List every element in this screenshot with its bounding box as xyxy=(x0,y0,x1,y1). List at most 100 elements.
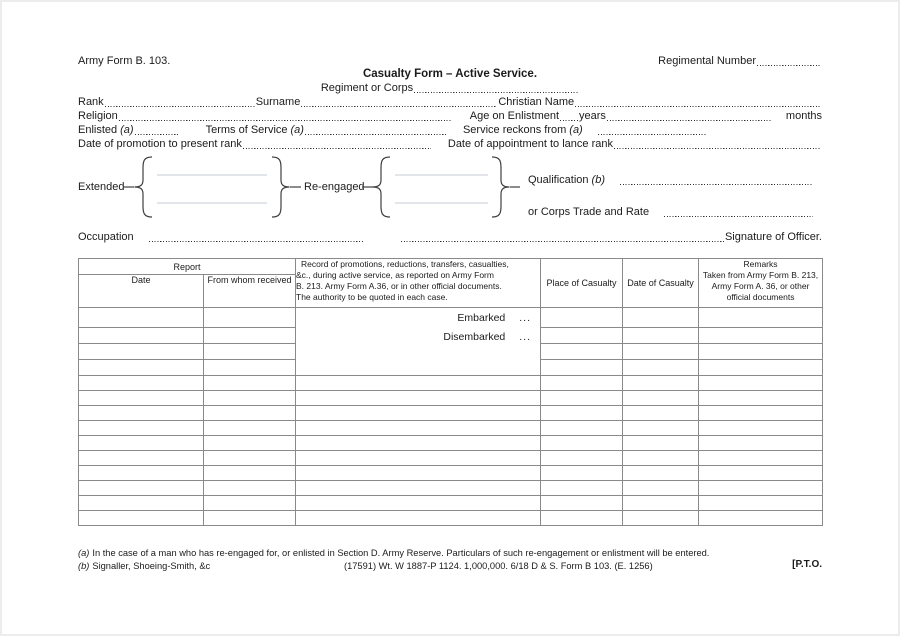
table-row xyxy=(78,420,824,436)
qualification-leader xyxy=(619,173,814,187)
place-of-casualty-header: Place of Casualty xyxy=(540,258,624,308)
corps-trade-field: or Corps Trade and Rate xyxy=(528,205,814,219)
embark-cell: Embarked ... Disembarked ... xyxy=(295,307,542,376)
disembarked-label: Disembarked xyxy=(443,331,506,343)
table-row xyxy=(78,495,824,511)
table-row xyxy=(78,465,824,481)
extended-brace-group xyxy=(123,156,301,218)
record-header-line: The authority to be quoted in each case. xyxy=(296,292,448,302)
table-row xyxy=(78,327,824,344)
terms-of-service-label: Terms of Service xyxy=(205,124,288,136)
age-leader xyxy=(559,109,579,123)
promotion-rank-label: Date of promotion to present rank xyxy=(78,138,242,150)
months-label: months xyxy=(785,110,822,122)
form-number: Army Form B. 103. xyxy=(78,55,171,67)
signature-leader xyxy=(400,230,725,244)
qualification-label: Qualification xyxy=(528,174,589,186)
table-row xyxy=(78,375,824,391)
religion-label: Religion xyxy=(78,110,118,122)
pto-label: [P.T.O. xyxy=(792,559,822,570)
years-leader xyxy=(606,109,772,123)
promotion-line: Date of promotion to present rank Date o… xyxy=(78,137,822,151)
date-of-casualty-header: Date of Casualty xyxy=(622,258,700,308)
marker-a: (a) xyxy=(78,548,90,558)
extended-label: Extended xyxy=(78,181,125,193)
remarks-header-line: official documents xyxy=(726,292,795,302)
corps-trade-label: or Corps Trade and Rate xyxy=(528,206,650,218)
years-label: years xyxy=(579,110,606,122)
regimental-number-leader xyxy=(756,54,822,68)
top-line: Army Form B. 103. Regimental Number xyxy=(78,54,822,68)
table-row xyxy=(78,405,824,421)
religion-line: Religion Age on Enlistment years months xyxy=(78,109,822,123)
table-row: Embarked ... Disembarked ... xyxy=(78,307,824,376)
occupation-field: Occupation xyxy=(78,230,365,244)
regiment-or-corps-label: Regiment or Corps xyxy=(320,82,414,94)
promotion-leader xyxy=(242,137,432,151)
remarks-header-line: Remarks xyxy=(743,259,778,269)
rank-line: Rank Surname Christian Name xyxy=(78,95,822,109)
embarked-dots: ... xyxy=(519,312,532,324)
surname-label: Surname xyxy=(255,96,301,108)
religion-leader xyxy=(118,109,452,123)
footnote-b: (b) Signaller, Shoeing-Smith, &c xyxy=(78,560,210,572)
marker-a: (a) xyxy=(290,124,304,136)
casualty-table: Report Record of promotions, reductions,… xyxy=(77,258,824,526)
date-column-header: Date xyxy=(78,274,204,308)
age-on-enlistment-label: Age on Enlistment xyxy=(469,110,560,122)
remarks-header-line: Army Form A. 36, or other xyxy=(711,281,810,291)
footnote-a-text: In the case of a man who has re-engaged … xyxy=(92,548,710,558)
from-whom-column-header: From whom received xyxy=(202,274,297,308)
table-row xyxy=(78,343,824,360)
lance-rank-label: Date of appointment to lance rank xyxy=(447,138,613,150)
marker-a: (a) xyxy=(569,124,583,136)
occupation-leader xyxy=(148,230,365,244)
print-imprint: (17591) Wt. W 1887-P 1124. 1,000,000. 6/… xyxy=(344,561,653,571)
table-row xyxy=(78,390,824,406)
marker-a: (a) xyxy=(120,124,134,136)
surname-leader xyxy=(300,95,498,109)
report-header: Report xyxy=(77,258,297,275)
footnote-b-text: Signaller, Shoeing-Smith, &c xyxy=(92,561,211,571)
corps-trade-leader xyxy=(663,205,814,219)
enlisted-leader xyxy=(134,123,180,137)
christian-name-label: Christian Name xyxy=(498,96,575,108)
record-header-line: Record of promotions, reductions, transf… xyxy=(301,259,509,269)
rank-leader xyxy=(104,95,256,109)
record-header-line: &c., during active service, as reported … xyxy=(296,270,494,280)
service-reckons-label: Service reckons from xyxy=(462,124,567,136)
record-column-header: Record of promotions, reductions, transf… xyxy=(295,258,542,308)
signature-field: Signature of Officer. xyxy=(400,230,822,244)
regiment-or-corps-field: Regiment or Corps xyxy=(78,81,822,95)
lance-rank-leader xyxy=(613,137,822,151)
terms-leader xyxy=(304,123,449,137)
service-reckons-leader xyxy=(597,123,707,137)
christian-name-leader xyxy=(574,95,822,109)
form-title: Casualty Form – Active Service. xyxy=(362,68,538,80)
remarks-column-header: Remarks Taken from Army Form B. 213, Arm… xyxy=(698,258,824,308)
remarks-header-line: Taken from Army Form B. 213, xyxy=(702,270,819,280)
occupation-label: Occupation xyxy=(78,231,134,243)
enlisted-label: Enlisted xyxy=(78,124,118,136)
signature-label: Signature of Officer. xyxy=(724,231,822,243)
regiment-or-corps-leader xyxy=(413,81,579,95)
re-engaged-brace-group xyxy=(362,156,520,218)
regimental-number-field: Regimental Number xyxy=(658,54,822,68)
marker-b: (b) xyxy=(78,561,90,571)
table-row xyxy=(78,435,824,451)
disembarked-dots: ... xyxy=(519,331,532,343)
rank-label: Rank xyxy=(78,96,104,108)
record-header-line: B. 213. Army Form A.36, or in other offi… xyxy=(296,281,502,291)
footnote-a: (a) In the case of a man who has re-engag… xyxy=(78,547,709,559)
disembarked-row: Disembarked ... xyxy=(296,331,540,343)
embarked-row: Embarked ... xyxy=(296,312,540,324)
table-row xyxy=(78,510,824,526)
table-row xyxy=(78,480,824,496)
re-engaged-label: Re-engaged xyxy=(304,181,365,193)
qualification-field: Qualification (b) xyxy=(528,173,814,187)
table-row xyxy=(78,450,824,466)
marker-b: (b) xyxy=(591,174,605,186)
embarked-label: Embarked xyxy=(457,312,506,324)
regimental-number-label: Regimental Number xyxy=(658,55,756,67)
